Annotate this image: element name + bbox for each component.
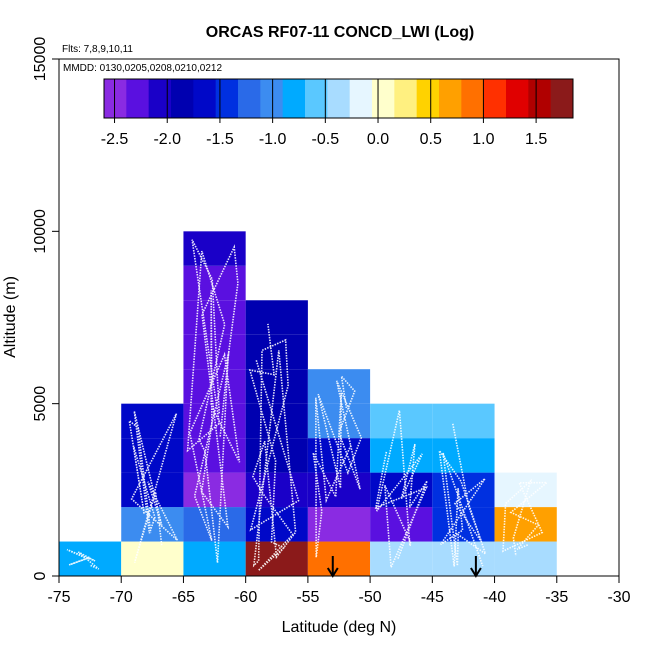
colorbar-swatch (394, 79, 418, 118)
heatmap-cell (245, 438, 308, 473)
flight-track (186, 239, 241, 563)
colorbar-swatch (439, 79, 462, 118)
flight-tracks (66, 239, 550, 572)
flight-track (438, 423, 487, 567)
x-tick-label: -60 (234, 589, 257, 606)
heatmap-cell (494, 472, 557, 508)
colorbar-swatch (416, 79, 440, 118)
colorbar-swatch (104, 79, 127, 118)
heatmap-cell (370, 403, 433, 439)
colorbar-tick-label: 0.5 (420, 131, 442, 148)
colorbar-tick-label: -1.5 (206, 131, 234, 148)
plot-frame (58, 58, 620, 577)
heatmap-cell (245, 300, 308, 335)
colorbar-swatch (461, 79, 485, 118)
y-tick-label: 5000 (32, 386, 49, 422)
colorbar-swatch (327, 79, 351, 118)
heatmap-cell (183, 507, 246, 542)
y-tick-label: 15000 (32, 37, 49, 82)
y-axis-label: Altitude (m) (2, 276, 19, 358)
colorbar-swatch (349, 79, 373, 118)
colorbar-swatch (126, 79, 150, 118)
colorbar-tick-label: -1.0 (259, 131, 287, 148)
x-tick-label: -75 (47, 589, 70, 606)
flight-track (312, 373, 363, 558)
x-tick-label: -40 (483, 589, 506, 606)
flight-track (374, 410, 428, 568)
colorbar-swatch (238, 79, 261, 118)
heatmap-cell (432, 541, 495, 576)
colorbar-swatch (483, 79, 507, 118)
y-tick-label: 10000 (32, 209, 49, 254)
colorbar-swatch (506, 79, 529, 118)
heatmap-cell (370, 507, 433, 542)
colorbar-swatch (260, 79, 284, 118)
heatmap-cell (245, 403, 308, 439)
x-tick-label: -30 (607, 589, 630, 606)
x-axis-label: Latitude (deg N) (282, 619, 397, 636)
heatmap-cell (245, 369, 308, 404)
flight-track (502, 478, 550, 557)
dates-label: MMDD: 0130,0205,0208,0210,0212 (63, 63, 222, 74)
chart-title: ORCAS RF07-11 CONCD_LWI (Log) (206, 24, 474, 41)
colorbar: -2.5 -2.0 -1.5 -1.0 -0.5 0.0 0.5 1.0 1.5 (101, 78, 574, 148)
colorbar-tick-label: 1.0 (472, 131, 494, 148)
colorbar-tick-label: -2.0 (153, 131, 181, 148)
heatmap-cell (183, 403, 246, 439)
flights-label: Flts: 7,8,9,10,11 (62, 44, 133, 55)
colorbar-tick-label: 0.0 (367, 131, 389, 148)
heatmap-cell (183, 541, 246, 576)
colorbar-swatch (148, 79, 172, 118)
x-tick-label: -50 (359, 589, 382, 606)
heatmap-cell (121, 472, 184, 508)
heatmap-cell (183, 472, 246, 508)
colorbar-swatch (372, 79, 395, 118)
x-tick-label: -55 (296, 589, 319, 606)
flight-track (248, 323, 300, 572)
heatmap-cell (494, 541, 557, 576)
heatmap-cell (307, 438, 371, 473)
x-tick-label: -70 (110, 589, 133, 606)
colorbar-swatch (305, 79, 328, 118)
x-tick-label: -35 (545, 589, 568, 606)
colorbar-tick-label: 1.5 (525, 131, 547, 148)
heatmap-cell (121, 438, 184, 473)
flight-track (66, 548, 100, 570)
colorbar-tick-label: -0.5 (312, 131, 340, 148)
flight-track (128, 411, 179, 563)
colorbar-frame (103, 78, 574, 119)
x-axis: -75 -70 -65 -60 -55 -50 -45 -40 -35 -30 (47, 576, 631, 606)
heatmap-cell (121, 507, 184, 542)
colorbar-swatch (171, 79, 194, 118)
heatmap-cell (307, 507, 371, 542)
heatmap-cell (121, 541, 184, 576)
colorbar-swatch (215, 79, 239, 118)
colorbar-tick-label: -2.5 (101, 131, 129, 148)
x-tick-label: -45 (421, 589, 444, 606)
colorbar-swatch (528, 79, 552, 118)
heatmap-cell (307, 541, 371, 576)
heatmap-cell (245, 472, 308, 508)
heatmap-cell (432, 438, 495, 473)
heatmap-cell (432, 403, 495, 439)
y-tick-label: 0 (32, 571, 49, 580)
heatmap-cell (245, 541, 308, 576)
y-axis: 0 5000 10000 15000 (32, 37, 59, 580)
heatmap-cell (183, 334, 246, 370)
colorbar-swatch (282, 79, 306, 118)
x-tick-label: -65 (172, 589, 195, 606)
colorbar-swatch (193, 79, 217, 118)
heatmap-cell (370, 541, 433, 576)
colorbar-swatch (550, 79, 574, 118)
heatmap-cell (370, 438, 433, 473)
